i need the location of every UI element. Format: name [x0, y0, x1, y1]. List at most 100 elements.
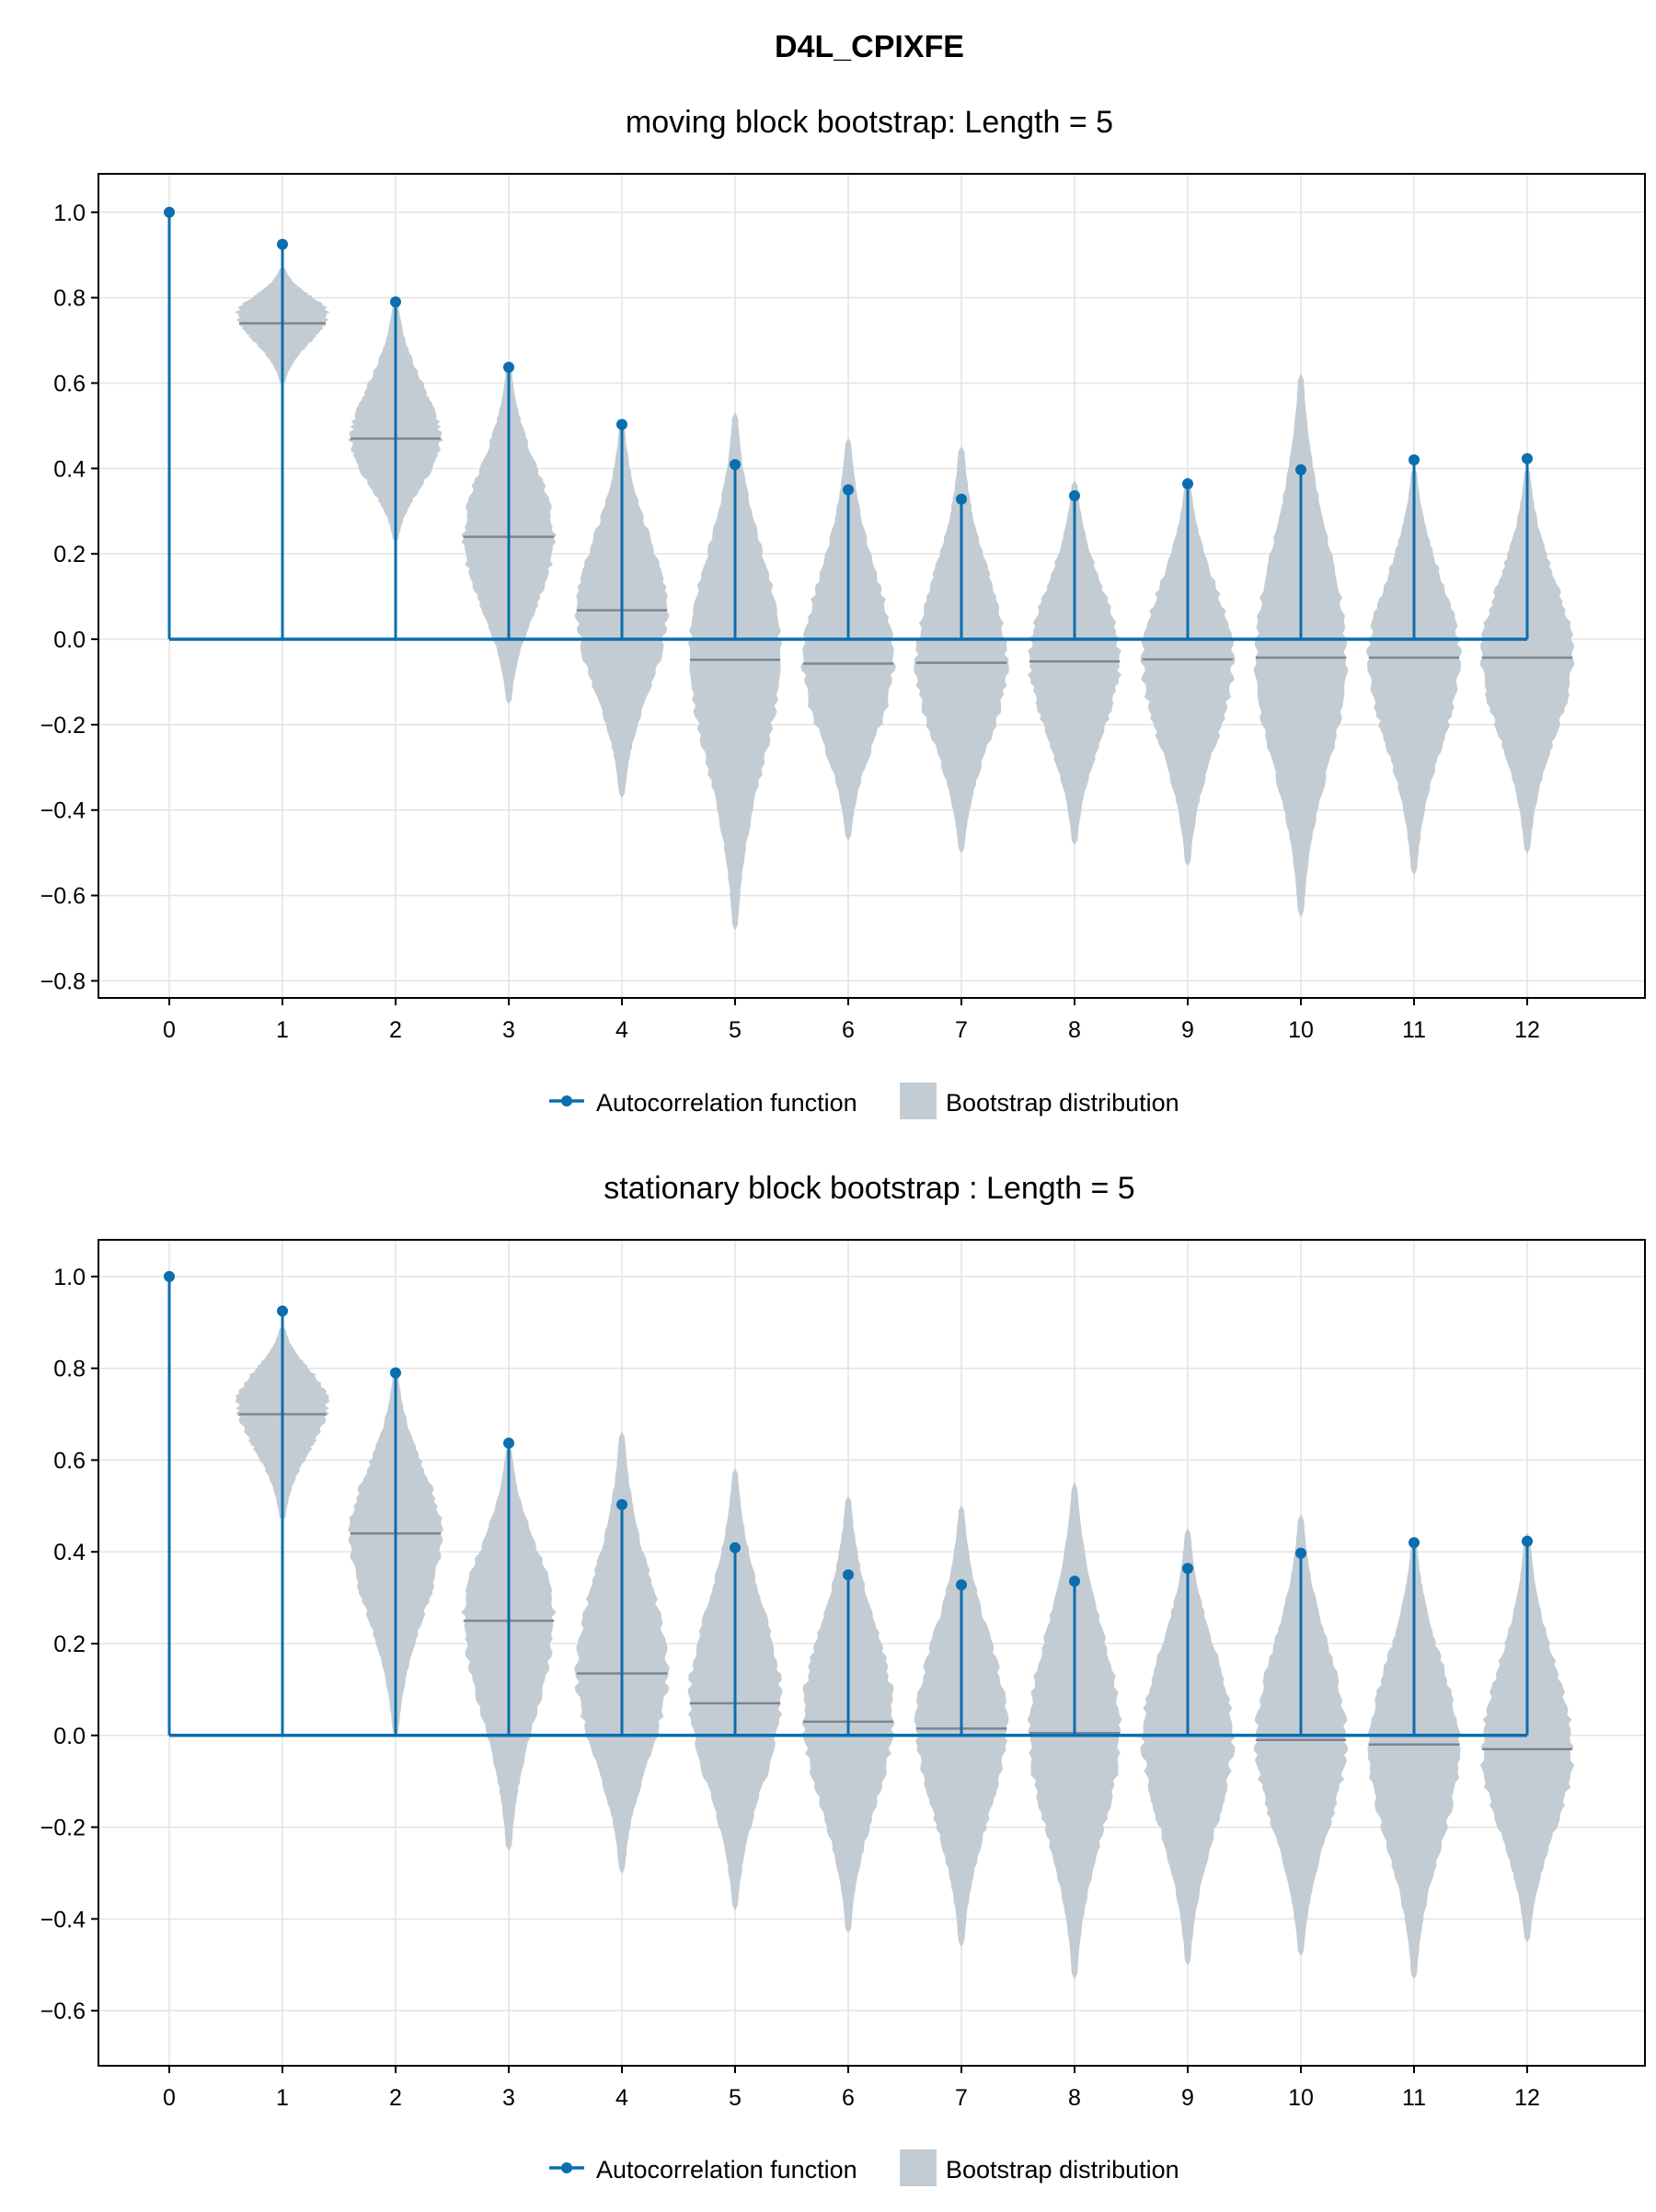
- x-tick-label: 2: [389, 1017, 402, 1043]
- x-tick-label: 6: [842, 2085, 855, 2111]
- legend-acf-label: Autocorrelation function: [596, 2156, 857, 2183]
- legend-bootstrap-label: Bootstrap distribution: [946, 1089, 1179, 1117]
- x-tick-label: 9: [1181, 1017, 1194, 1043]
- x-tick-label: 12: [1514, 2085, 1540, 2111]
- x-tick-label: 6: [842, 1017, 855, 1043]
- acf-point: [956, 493, 967, 505]
- y-tick-label: 0.8: [53, 286, 86, 312]
- panel-title: stationary block bootstrap : Length = 5: [604, 1171, 1134, 1206]
- y-tick-label: 0.6: [53, 1448, 86, 1473]
- legend: Autocorrelation function Bootstrap distr…: [549, 2149, 1179, 2186]
- y-tick-label: 1.0: [53, 201, 86, 226]
- bootstrap-violin: [1140, 1529, 1236, 1966]
- x-tick-label: 8: [1068, 1017, 1081, 1043]
- acf-point: [1522, 453, 1533, 464]
- y-tick-label: −0.2: [40, 1816, 86, 1841]
- acf-point: [277, 1305, 288, 1317]
- acf-point: [843, 1569, 854, 1581]
- y-tick-label: 0.4: [53, 1540, 86, 1565]
- legend-bootstrap-label: Bootstrap distribution: [946, 2156, 1179, 2183]
- acf-point: [1295, 1547, 1306, 1559]
- x-tick-label: 0: [163, 2085, 176, 2111]
- x-tick-label: 0: [163, 1017, 176, 1043]
- bootstrap-violin: [1027, 481, 1122, 844]
- bootstrap-violin: [1479, 1533, 1575, 1943]
- y-tick-label: −0.4: [40, 798, 86, 824]
- x-tick-label: 1: [276, 2085, 289, 2111]
- y-tick-label: 1.0: [53, 1265, 86, 1290]
- y-tick-label: −0.4: [40, 1907, 86, 1932]
- y-tick-label: −0.6: [40, 1999, 86, 2024]
- bootstrap-violin: [1366, 468, 1462, 875]
- plot-area: 1.00.80.60.40.20.0−0.2−0.4−0.6−0.80 1 2 3 4 5…: [40, 173, 1646, 1043]
- y-tick-label: 0.8: [53, 1357, 86, 1382]
- y-tick-label: −0.2: [40, 713, 86, 739]
- acf-point: [956, 1579, 967, 1591]
- x-tick-label: 5: [729, 1017, 742, 1043]
- acf-point: [277, 238, 288, 250]
- x-tick-label: 11: [1402, 1017, 1426, 1043]
- x-tick-label: 3: [502, 2085, 515, 2111]
- x-tick-label: 1: [276, 1017, 289, 1043]
- bootstrap-violin: [1367, 1538, 1461, 1979]
- legend-acf-marker: [561, 2162, 572, 2173]
- x-tick-label: 8: [1068, 2085, 1081, 2111]
- x-tick-label: 7: [955, 1017, 968, 1043]
- acf-point: [503, 361, 514, 373]
- axes-frame: [98, 173, 1646, 999]
- legend-bootstrap-swatch: [900, 1083, 937, 1119]
- y-tick-label: 0.0: [53, 627, 86, 653]
- acf-point: [730, 459, 741, 471]
- legend-acf-marker: [561, 1095, 572, 1106]
- acf-point: [1069, 1576, 1080, 1587]
- y-tick-label: −0.8: [40, 968, 86, 994]
- y-tick-label: −0.6: [40, 884, 86, 910]
- y-tick-label: 0.2: [53, 1632, 86, 1657]
- acf-point: [843, 484, 854, 496]
- acf-point: [1182, 478, 1193, 490]
- legend-bootstrap-swatch: [900, 2149, 937, 2186]
- acf-point: [1409, 454, 1420, 466]
- x-tick-label: 9: [1181, 2085, 1194, 2111]
- bootstrap-violin: [1253, 374, 1349, 917]
- acf-point: [730, 1542, 741, 1553]
- y-tick-label: 0.4: [53, 456, 86, 482]
- axes-frame: [98, 1239, 1646, 2067]
- acf-point: [164, 206, 175, 218]
- legend: Autocorrelation function Bootstrap distr…: [549, 1083, 1179, 1119]
- legend-acf-label: Autocorrelation function: [596, 1089, 857, 1117]
- acf-point: [390, 296, 401, 308]
- y-tick-label: 0.0: [53, 1724, 86, 1749]
- bootstrap-violin: [1479, 468, 1575, 854]
- x-tick-label: 4: [615, 2085, 628, 2111]
- bootstrap-violin: [687, 413, 783, 930]
- figure-title: D4L_CPIXFE: [775, 29, 964, 64]
- panel-stationary-block: stationary block bootstrap : Length = 5 …: [40, 1171, 1646, 2186]
- acf-point: [1409, 1537, 1420, 1549]
- acf-point: [1295, 464, 1306, 476]
- y-tick-label: 0.2: [53, 542, 86, 567]
- x-tick-label: 3: [502, 1017, 515, 1043]
- acf-point: [390, 1367, 401, 1379]
- panel-moving-block: moving block bootstrap: Length = 5 1.0 0.…: [40, 105, 1646, 1119]
- y-tick-label: 0.6: [53, 371, 86, 396]
- acf-point: [616, 418, 627, 430]
- plot-area: 1.00.80.60.40.20.0−0.2−0.4−0.60 1 2 3 4 5 6 7 8 9…: [40, 1239, 1646, 2111]
- x-tick-label: 4: [615, 1017, 628, 1043]
- x-tick-label: 11: [1402, 2085, 1426, 2111]
- x-tick-label: 12: [1514, 1017, 1540, 1043]
- acf-point: [1182, 1563, 1193, 1575]
- acf-point: [164, 1270, 175, 1282]
- acf-point: [616, 1498, 627, 1510]
- bootstrap-violin: [914, 447, 1009, 854]
- x-tick-label: 7: [955, 2085, 968, 2111]
- x-tick-label: 10: [1288, 2085, 1314, 2111]
- x-tick-label: 10: [1288, 1017, 1314, 1043]
- x-tick-label: 2: [389, 2085, 402, 2111]
- acf-point: [1522, 1535, 1533, 1547]
- acf-point: [1069, 490, 1080, 502]
- bootstrap-violin: [1140, 476, 1236, 866]
- acf-point: [503, 1438, 514, 1450]
